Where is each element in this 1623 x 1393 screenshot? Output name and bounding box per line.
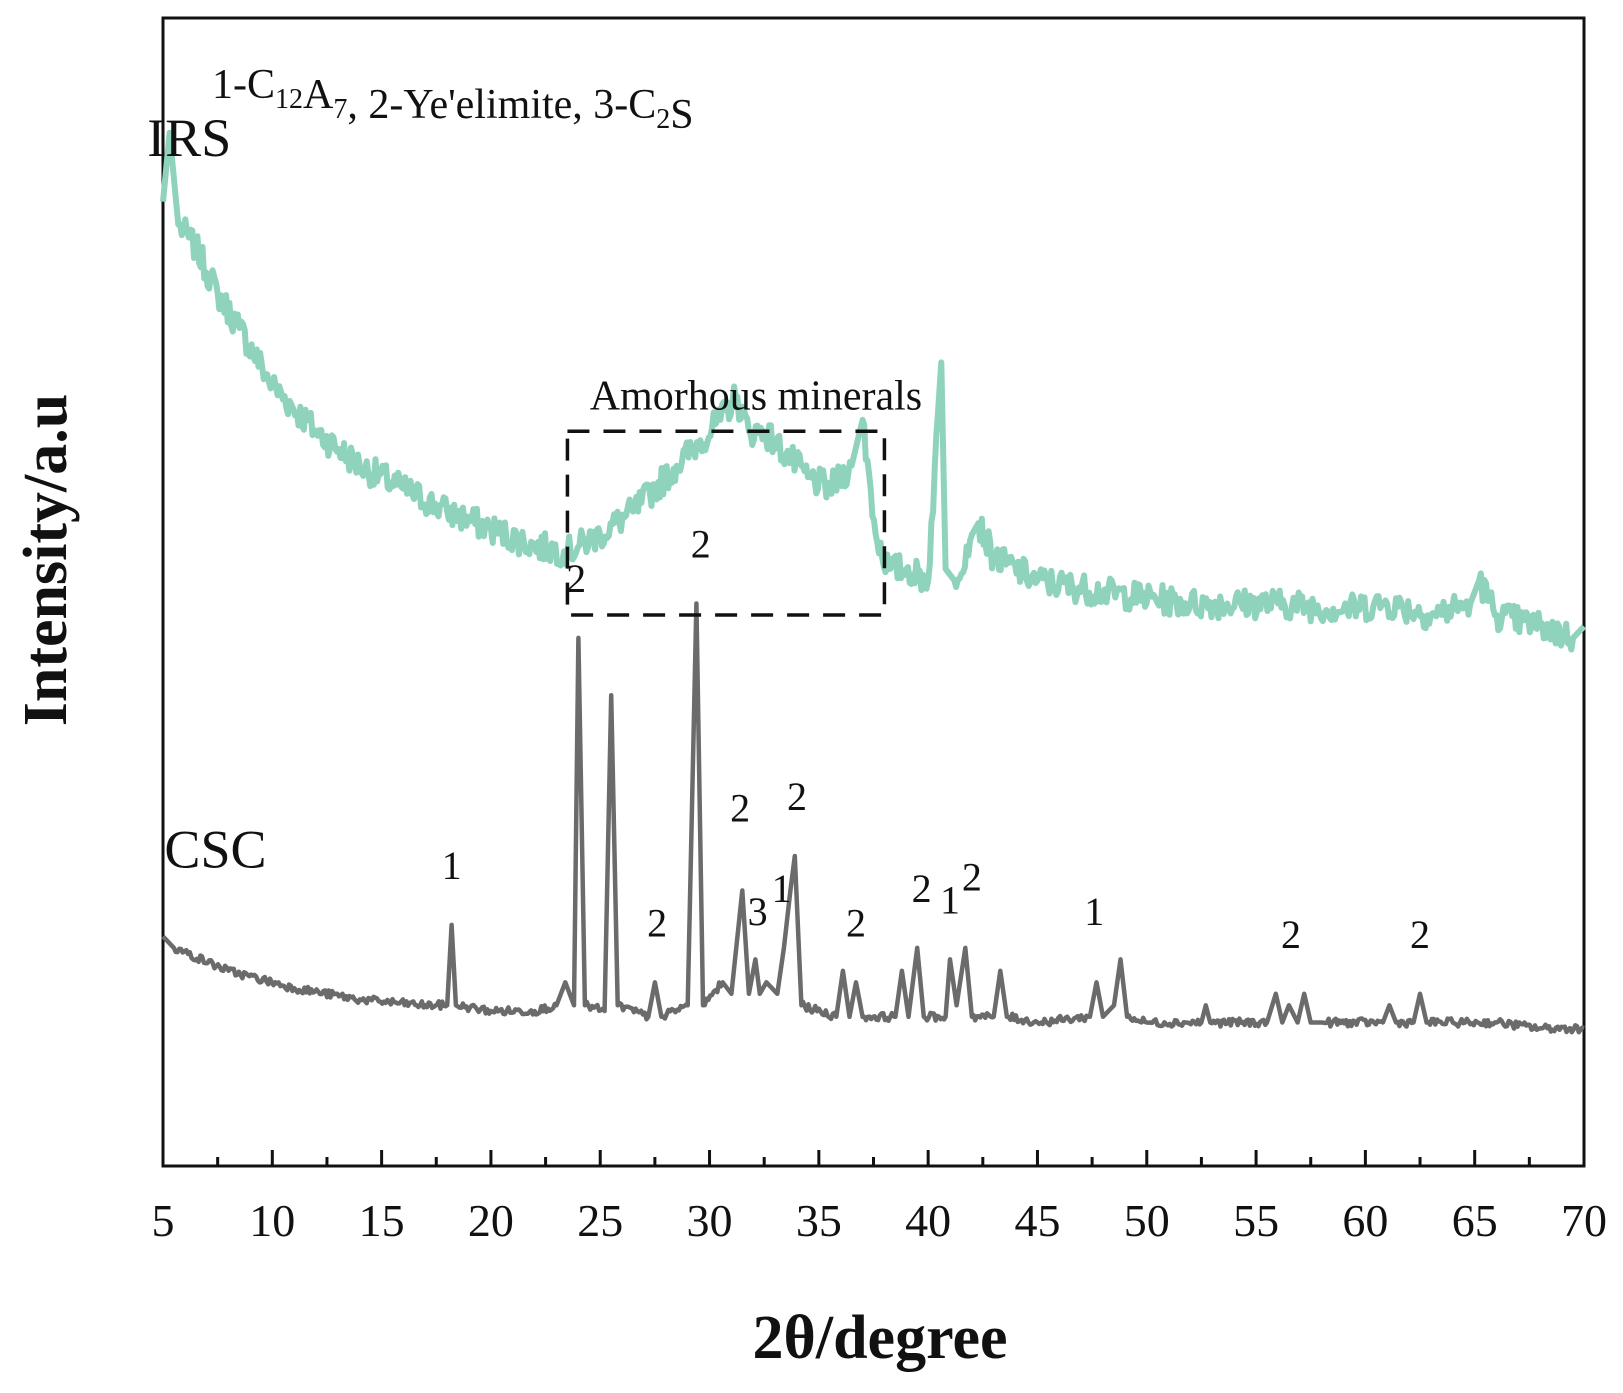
legend-subscript: 12 bbox=[275, 84, 303, 115]
series-label-irs: IRS bbox=[147, 108, 231, 168]
peak-label: 1 bbox=[940, 877, 960, 922]
legend-subscript: 2 bbox=[656, 104, 670, 135]
series-labels: IRS CSC bbox=[147, 108, 266, 880]
x-tick-label: 20 bbox=[468, 1195, 514, 1246]
peak-label: 3 bbox=[748, 889, 768, 934]
peak-label: 2 bbox=[1281, 912, 1301, 957]
peak-label: 2 bbox=[647, 900, 667, 945]
x-axis-ticks bbox=[161, 1150, 1586, 1166]
x-tick-label: 65 bbox=[1452, 1195, 1498, 1246]
peak-label: 1 bbox=[442, 843, 462, 888]
x-tick-label: 45 bbox=[1014, 1195, 1060, 1246]
x-tick-label: 50 bbox=[1124, 1195, 1170, 1246]
x-axis-title: 2θ/degree bbox=[752, 1304, 1007, 1372]
phase-legend: 1-C12A7, 2-Ye'elimite, 3-C2S bbox=[212, 62, 694, 138]
x-tick-label: 35 bbox=[796, 1195, 842, 1246]
amorphous-region-box bbox=[565, 429, 887, 617]
legend-subscript: 7 bbox=[333, 94, 347, 125]
legend-text-part: S bbox=[670, 92, 693, 138]
legend-text-part: , 2-Ye'elimite, 3-C bbox=[347, 82, 656, 128]
peak-label: 2 bbox=[566, 556, 586, 601]
series-lines bbox=[160, 129, 1587, 1035]
peak-label: 2 bbox=[912, 866, 932, 911]
series-line-irs bbox=[160, 129, 1587, 653]
x-tick-label: 55 bbox=[1233, 1195, 1279, 1246]
peak-label: 2 bbox=[691, 522, 711, 567]
x-tick-label: 5 bbox=[152, 1195, 175, 1246]
x-tick-label: 40 bbox=[905, 1195, 951, 1246]
series-label-csc: CSC bbox=[164, 820, 266, 880]
peak-label: 2 bbox=[787, 774, 807, 819]
legend-text-part: A bbox=[303, 72, 334, 118]
legend-text-part: 1-C bbox=[212, 62, 275, 108]
x-tick-label: 60 bbox=[1342, 1195, 1388, 1246]
peak-label: 1 bbox=[1084, 889, 1104, 934]
amorphous-region-label: Amorhous minerals bbox=[590, 373, 922, 419]
x-tick-label: 25 bbox=[577, 1195, 623, 1246]
x-axis-tick-labels: 5 10 15 20 25 30 35 40 45 50 55 60 65 70 bbox=[152, 1195, 1608, 1246]
peak-label: 2 bbox=[730, 786, 750, 831]
y-axis-title: Intensity/a.u bbox=[12, 394, 80, 726]
peak-label: 2 bbox=[1410, 912, 1430, 957]
peak-label: 1 bbox=[772, 866, 792, 911]
plot-frame bbox=[161, 16, 1586, 1168]
peak-label: 2 bbox=[846, 900, 866, 945]
series-line-csc bbox=[161, 601, 1585, 1035]
x-tick-label: 10 bbox=[249, 1195, 295, 1246]
peak-label: 2 bbox=[962, 854, 982, 899]
x-tick-label: 70 bbox=[1561, 1195, 1607, 1246]
x-tick-label: 15 bbox=[359, 1195, 405, 1246]
x-tick-label: 30 bbox=[687, 1195, 733, 1246]
